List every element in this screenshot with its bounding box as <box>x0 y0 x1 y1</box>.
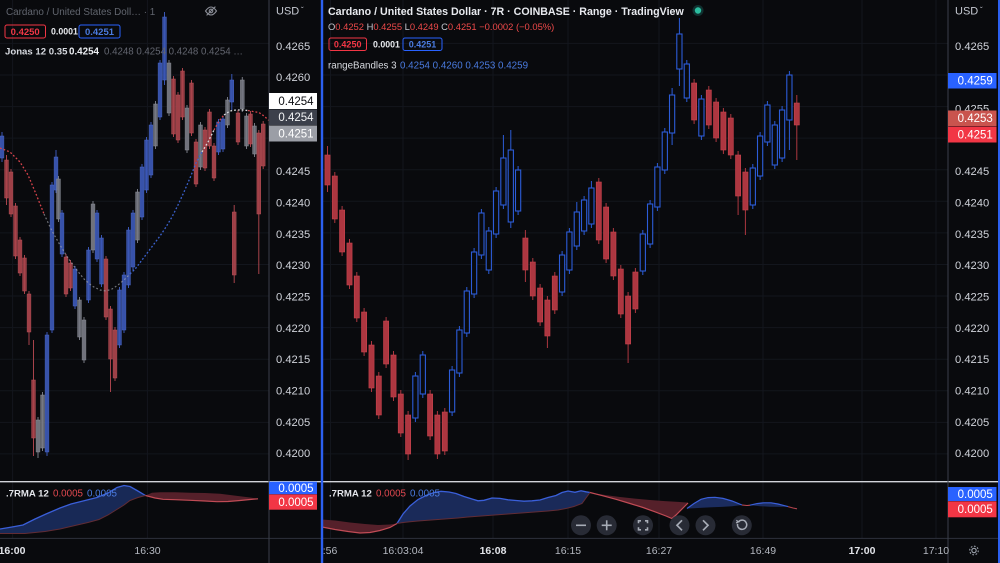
svg-text:.7RMA 12: .7RMA 12 <box>6 489 49 500</box>
svg-text:0.0005: 0.0005 <box>376 489 407 500</box>
svg-text:0.4205: 0.4205 <box>955 417 989 429</box>
svg-text:0.0001: 0.0001 <box>51 27 78 37</box>
svg-text:16:30: 16:30 <box>134 545 160 557</box>
svg-text:0.4215: 0.4215 <box>955 354 989 366</box>
svg-text:16:27: 16:27 <box>646 545 672 557</box>
svg-text:ˇ: ˇ <box>301 6 304 15</box>
svg-text:USD: USD <box>276 6 299 18</box>
svg-text:0.4210: 0.4210 <box>955 386 989 398</box>
svg-text:0.4200: 0.4200 <box>955 448 989 460</box>
svg-text:0.4251: 0.4251 <box>85 27 115 38</box>
svg-text:0.4220: 0.4220 <box>955 323 989 335</box>
svg-text:0.4240: 0.4240 <box>955 198 989 210</box>
svg-text:0.4259: 0.4259 <box>958 76 993 88</box>
svg-text:rangeBandles 3: rangeBandles 3 <box>328 61 397 72</box>
svg-text:0.0005: 0.0005 <box>87 489 118 500</box>
svg-text:16:15: 16:15 <box>555 545 581 557</box>
svg-text:0.4254 0.4260 0.4253 0.4259: 0.4254 0.4260 0.4253 0.4259 <box>400 61 528 72</box>
svg-text:USD: USD <box>955 6 978 18</box>
svg-text:0.4205: 0.4205 <box>276 417 310 429</box>
svg-text:0.4225: 0.4225 <box>955 292 989 304</box>
svg-text:Cardano / United States Doll…: Cardano / United States Doll… · 1 <box>6 7 156 18</box>
svg-text:0.4230: 0.4230 <box>276 260 310 272</box>
svg-text:0.0005: 0.0005 <box>278 483 313 495</box>
svg-text:0.4254: 0.4254 <box>278 112 314 124</box>
svg-text:O0.4252 H0.4255 L0.4249 C0.425: O0.4252 H0.4255 L0.4249 C0.4251 −0.0002 … <box>328 21 554 32</box>
svg-text:0.4248 0.4254 0.4248 0.4254 …: 0.4248 0.4254 0.4248 0.4254 … <box>104 47 243 58</box>
svg-text:0.4235: 0.4235 <box>276 229 310 241</box>
svg-text:0.0005: 0.0005 <box>410 489 441 500</box>
svg-text:0.4240: 0.4240 <box>276 198 310 210</box>
svg-text:0.4251: 0.4251 <box>409 40 437 50</box>
svg-text:0.4225: 0.4225 <box>276 292 310 304</box>
svg-text:0.4250: 0.4250 <box>11 27 40 38</box>
svg-text:0.0005: 0.0005 <box>958 489 993 501</box>
svg-text:0.4250: 0.4250 <box>334 40 362 50</box>
svg-text:16:03:04: 16:03:04 <box>383 545 424 557</box>
svg-text:0.4254: 0.4254 <box>69 47 100 58</box>
svg-text:0.4200: 0.4200 <box>276 448 310 460</box>
svg-text:17:00: 17:00 <box>849 545 876 557</box>
svg-text:ˇ: ˇ <box>980 6 983 15</box>
svg-text:0.0005: 0.0005 <box>53 489 84 500</box>
svg-text:16:00: 16:00 <box>0 545 26 557</box>
svg-text:.7RMA 12: .7RMA 12 <box>329 489 372 500</box>
svg-text:0.4253: 0.4253 <box>958 113 993 125</box>
svg-text:Jonas 12 0.35: Jonas 12 0.35 <box>5 47 68 58</box>
svg-text::56: :56 <box>323 545 338 557</box>
svg-text:0.4251: 0.4251 <box>278 128 313 140</box>
svg-text:0.4251: 0.4251 <box>958 129 993 141</box>
svg-text:0.4220: 0.4220 <box>276 323 310 335</box>
svg-text:Cardano / United States Dollar: Cardano / United States Dollar · 7R · CO… <box>328 6 684 18</box>
svg-text:0.4265: 0.4265 <box>276 41 310 53</box>
svg-text:0.4245: 0.4245 <box>955 166 989 178</box>
svg-text:0.4265: 0.4265 <box>955 41 989 53</box>
svg-text:0.4230: 0.4230 <box>955 260 989 272</box>
svg-text:17:10: 17:10 <box>923 545 949 557</box>
svg-text:0.0005: 0.0005 <box>958 504 993 516</box>
svg-text:0.0005: 0.0005 <box>278 497 313 509</box>
svg-text:0.4254: 0.4254 <box>278 96 314 108</box>
svg-text:0.0001: 0.0001 <box>373 39 400 49</box>
svg-text:16:08: 16:08 <box>480 545 507 557</box>
svg-text:16:49: 16:49 <box>750 545 776 557</box>
svg-text:0.4235: 0.4235 <box>955 229 989 241</box>
svg-text:0.4245: 0.4245 <box>276 166 310 178</box>
svg-text:0.4260: 0.4260 <box>276 72 310 84</box>
svg-text:0.4210: 0.4210 <box>276 386 310 398</box>
svg-text:0.4215: 0.4215 <box>276 354 310 366</box>
